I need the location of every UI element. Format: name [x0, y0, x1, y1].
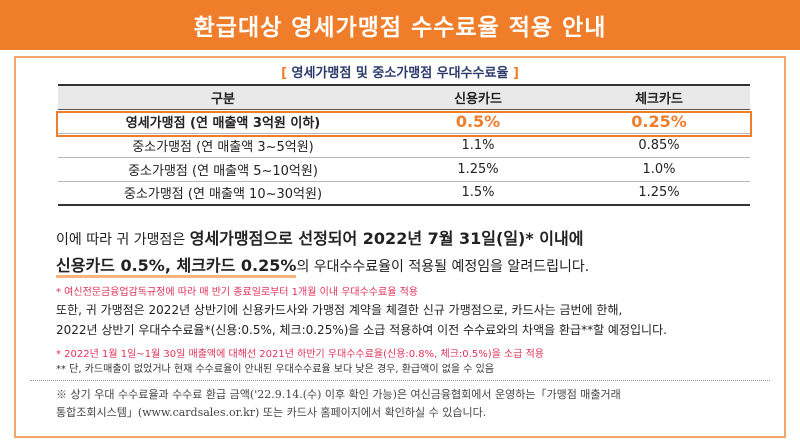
refund-line-2: 2022년 상반기 우대수수료율*(신용:0.5%, 체크:0.25%)을 소급… — [56, 323, 667, 337]
table-row-small-merchant: 영세가맹점 (연 매출액 3억원 이하) 0.5% 0.25% — [58, 109, 750, 134]
row-label: 중소가맹점 (연 매출액 5~10억원) — [58, 157, 388, 182]
row-label: 영세가맹점 (연 매출액 3억원 이하) — [58, 109, 388, 134]
refund-line-1: 또한, 귀 가맹점은 2022년 상반기에 신용카드사와 가맹점 계약을 체결한… — [56, 303, 623, 317]
check-rate: 1.25% — [568, 181, 750, 206]
header-credit-card: 신용카드 — [388, 84, 568, 110]
notice-prefix: 이에 따라 귀 가맹점은 — [56, 232, 190, 248]
notice-paragraph: 이에 따라 귀 가맹점은 영세가맹점으로 선정되어 2022년 7월 31일(일… — [56, 226, 756, 280]
table-subtitle: [ 영세가맹점 및 중소가맹점 우대수수료율 ] — [0, 62, 800, 81]
footer-line-2: 통합조회시스템」(www.cardsales.or.kr) 또는 카드사 홈페이… — [56, 406, 487, 419]
banner-title: 환급대상 영세가맹점 수수료율 적용 안내 — [0, 0, 800, 50]
credit-rate: 0.5% — [388, 109, 568, 134]
row-label: 중소가맹점 (연 매출액 10~30억원) — [58, 181, 388, 206]
subtitle-bracket-close: ] — [512, 66, 519, 81]
table-header-row: 구분 신용카드 체크카드 — [58, 84, 750, 110]
content-frame — [14, 56, 786, 438]
row-label: 중소가맹점 (연 매출액 3~5억원) — [58, 133, 388, 158]
table-row: 중소가맹점 (연 매출액 10~30억원) 1.5% 1.25% — [58, 181, 750, 206]
check-rate: 0.85% — [568, 133, 750, 158]
credit-rate: 1.1% — [388, 133, 568, 158]
footnote-regulation: * 여신전문금융업감독규정에 따라 매 반기 종료일로부터 1개월 이내 우대수… — [56, 287, 418, 298]
check-rate: 0.25% — [568, 109, 750, 134]
table-row: 중소가맹점 (연 매출액 5~10억원) 1.25% 1.0% — [58, 157, 750, 182]
refund-paragraph: 또한, 귀 가맹점은 2022년 상반기에 신용카드사와 가맹점 계약을 체결한… — [56, 300, 756, 340]
subtitle-bracket-open: [ — [281, 66, 288, 81]
notice-suffix: 의 우대수수료율이 적용될 예정임을 알려드립니다. — [296, 259, 590, 275]
footer-note: ※ 상기 우대 수수료율과 수수료 환급 금액('22.9.14.(수) 이후 … — [56, 386, 766, 422]
credit-rate: 1.25% — [388, 157, 568, 182]
header-check-card: 체크카드 — [568, 84, 750, 110]
check-rate: 1.0% — [568, 157, 750, 182]
divider — [30, 380, 770, 381]
footnote-exception: ** 단, 카드매출이 없었거나 현재 수수료율이 안내된 우대수수료율 보다 … — [56, 364, 495, 375]
footnote-period: * 2022년 1월 1일~1월 30일 매출액에 대해선 2021년 하반기 … — [56, 349, 544, 360]
header-category: 구분 — [58, 84, 388, 110]
credit-rate: 1.5% — [388, 181, 568, 206]
fee-rate-table: 구분 신용카드 체크카드 영세가맹점 (연 매출액 3억원 이하) 0.5% 0… — [58, 84, 750, 206]
notice-bold: 영세가맹점으로 선정되어 2022년 7월 31일(일)* 이내에 — [189, 229, 584, 248]
footer-line-1: ※ 상기 우대 수수료율과 수수료 환급 금액('22.9.14.(수) 이후 … — [56, 388, 621, 401]
table-row: 중소가맹점 (연 매출액 3~5억원) 1.1% 0.85% — [58, 133, 750, 158]
notice-rates-highlight: 신용카드 0.5%, 체크카드 0.25% — [56, 256, 297, 278]
subtitle-text: 영세가맹점 및 중소가맹점 우대수수료율 — [287, 66, 513, 81]
